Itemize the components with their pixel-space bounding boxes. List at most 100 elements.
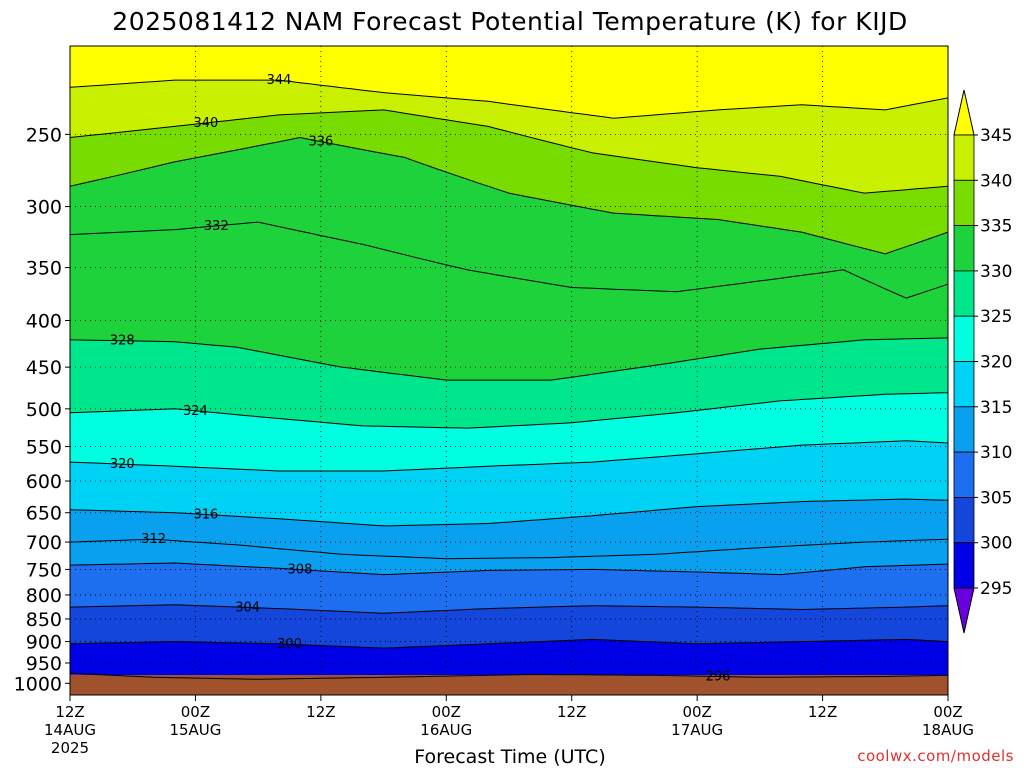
colorbar-label-295: 295 bbox=[980, 579, 1012, 599]
isentrope-328 bbox=[69, 337, 949, 381]
band-332 bbox=[70, 137, 948, 299]
isentrope-label-324: 324 bbox=[183, 404, 208, 419]
ytick-label-850: 850 bbox=[26, 609, 62, 631]
ytick-label-700: 700 bbox=[26, 532, 62, 554]
isentrope-label-304: 304 bbox=[235, 600, 260, 615]
colorbar: 345 340 335 330 325 320 315 310 305 300 295 bbox=[953, 89, 1012, 634]
band-324 bbox=[70, 337, 948, 429]
ytick-label-900: 900 bbox=[26, 632, 62, 654]
isentrope-324 bbox=[69, 392, 949, 429]
colorbar-bottom-tip bbox=[953, 587, 975, 634]
xtick-label-12-1: 15AUG bbox=[169, 721, 221, 739]
isentrope-label-328: 328 bbox=[110, 334, 135, 349]
ytick-label-750: 750 bbox=[26, 559, 62, 581]
colorbar-bin-5 bbox=[953, 361, 975, 408]
band-312 bbox=[70, 499, 948, 559]
colorbar-bin-4 bbox=[953, 315, 975, 362]
colorbar-bin-7 bbox=[953, 451, 975, 498]
isentrope-label-308: 308 bbox=[288, 563, 313, 578]
plot-frame bbox=[69, 45, 949, 696]
isentrope-308 bbox=[69, 562, 949, 576]
band-340 bbox=[70, 80, 948, 194]
isentrope-312 bbox=[69, 538, 949, 560]
ytick-label-400: 400 bbox=[26, 310, 62, 332]
ytick-label-800: 800 bbox=[26, 585, 62, 607]
xtick-label-84-0: 00Z bbox=[933, 703, 962, 721]
colorbar-bin-3 bbox=[953, 270, 975, 317]
colorbar-label-340: 340 bbox=[980, 171, 1012, 191]
colorbar-bin-6 bbox=[953, 406, 975, 453]
isentrope-label-340: 340 bbox=[193, 116, 218, 131]
xtick-label-84-1: 18AUG bbox=[922, 721, 974, 739]
colorbar-bin-2 bbox=[953, 225, 975, 272]
colorbar-label-345: 345 bbox=[980, 126, 1012, 146]
xtick-label-48-0: 12Z bbox=[557, 703, 586, 721]
band-320 bbox=[70, 392, 948, 471]
ground-rect bbox=[70, 675, 948, 695]
colorbar-label-335: 335 bbox=[980, 217, 1012, 237]
colorbar-label-300: 300 bbox=[980, 534, 1012, 554]
colorbar-label-330: 330 bbox=[980, 262, 1012, 282]
colorbar-bin-1 bbox=[953, 179, 975, 227]
isentrope-340 bbox=[69, 109, 949, 194]
colorbar-label-315: 315 bbox=[980, 398, 1012, 418]
isentrope-320 bbox=[69, 440, 949, 472]
credit-text: coolwx.com/models bbox=[857, 747, 1014, 765]
chart-title: 2025081412 NAM Forecast Potential Temper… bbox=[112, 7, 907, 36]
ytick-label-650: 650 bbox=[26, 503, 62, 525]
xtick-label-72-0: 12Z bbox=[808, 703, 837, 721]
ytick-label-450: 450 bbox=[26, 357, 62, 379]
band-296 bbox=[70, 639, 948, 680]
band-344 bbox=[70, 46, 948, 119]
xtick-label-0-1: 14AUG bbox=[44, 721, 96, 739]
isentrope-label-296: 296 bbox=[706, 670, 731, 685]
ytick-label-350: 350 bbox=[26, 258, 62, 280]
ytick-label-550: 550 bbox=[26, 437, 62, 459]
xtick-label-0-2: 2025 bbox=[51, 739, 89, 757]
xtick-label-0-0: 12Z bbox=[55, 703, 84, 721]
isentrope-300 bbox=[69, 638, 949, 649]
xtick-label-36-0: 00Z bbox=[432, 703, 461, 721]
xtick-label-60-0: 00Z bbox=[682, 703, 711, 721]
colorbar-label-310: 310 bbox=[980, 443, 1012, 463]
isentrope-344 bbox=[69, 79, 949, 119]
xtick-label-60-1: 17AUG bbox=[671, 721, 723, 739]
colorbar-top-tip bbox=[953, 89, 975, 136]
xtick-label-24-0: 12Z bbox=[306, 703, 335, 721]
y-axis-ticks: 250 300 350 400 450 500 550 600 650 700 750 8008509… bbox=[14, 124, 70, 695]
ytick-label-600: 600 bbox=[26, 471, 62, 493]
ytick-label-300: 300 bbox=[26, 197, 62, 219]
isentrope-296 bbox=[69, 672, 949, 680]
colorbar-label-320: 320 bbox=[980, 353, 1012, 373]
colorbar-label-305: 305 bbox=[980, 488, 1012, 508]
isentrope-label-320: 320 bbox=[110, 457, 135, 472]
colorbar-bin-0 bbox=[953, 134, 975, 181]
band-308 bbox=[70, 539, 948, 575]
ytick-label-1000: 1000 bbox=[14, 673, 62, 695]
x-axis-label: Forecast Time (UTC) bbox=[414, 746, 605, 768]
isentrope-label-312: 312 bbox=[141, 532, 166, 547]
isentrope-304 bbox=[69, 604, 949, 614]
plot-area bbox=[70, 46, 948, 680]
isentrope-label-336: 336 bbox=[308, 135, 333, 150]
band-300 bbox=[70, 604, 948, 649]
isentrope-332 bbox=[69, 221, 949, 299]
xtick-label-12-0: 00Z bbox=[181, 703, 210, 721]
band-328 bbox=[70, 222, 948, 381]
isentrope-316 bbox=[69, 498, 949, 527]
isentrope-lines: 296 300 304 308 312 316 320 324 328 332 336 340 344 bbox=[69, 73, 949, 685]
isentrope-label-300: 300 bbox=[277, 637, 302, 652]
ground-strip bbox=[70, 675, 948, 695]
colorbar-bin-9 bbox=[953, 542, 975, 589]
ytick-label-500: 500 bbox=[26, 399, 62, 421]
colorbar-label-325: 325 bbox=[980, 307, 1012, 327]
ytick-label-250: 250 bbox=[26, 124, 62, 146]
colorbar-bin-8 bbox=[953, 496, 975, 544]
band-336 bbox=[70, 109, 948, 254]
isentrope-label-316: 316 bbox=[193, 508, 218, 523]
xtick-label-36-1: 16AUG bbox=[420, 721, 472, 739]
isentrope-label-344: 344 bbox=[267, 73, 292, 88]
band-304 bbox=[70, 563, 948, 614]
